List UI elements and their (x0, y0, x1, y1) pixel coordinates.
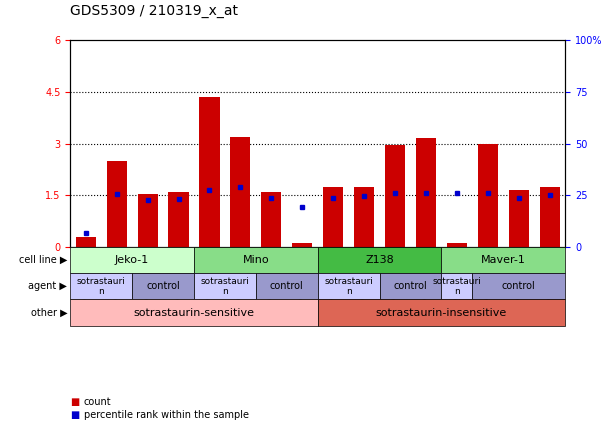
Text: control: control (270, 281, 304, 291)
Text: sotrastauri
n: sotrastauri n (324, 277, 373, 296)
Bar (354, 187, 374, 247)
Text: control: control (393, 281, 427, 291)
Bar (323, 187, 343, 247)
Text: sotrastaurin-insensitive: sotrastaurin-insensitive (376, 308, 507, 318)
Text: ■: ■ (70, 410, 79, 420)
Text: sotrastauri
n: sotrastauri n (433, 277, 481, 296)
Text: control: control (502, 281, 536, 291)
Bar (262, 192, 282, 247)
Text: Maver-1: Maver-1 (481, 255, 525, 265)
Bar (540, 187, 560, 247)
Bar (385, 146, 405, 247)
Bar (478, 144, 498, 247)
Bar (292, 242, 312, 247)
Bar (447, 243, 467, 247)
Text: agent ▶: agent ▶ (28, 281, 67, 291)
Text: Mino: Mino (243, 255, 269, 265)
Text: other ▶: other ▶ (31, 308, 67, 318)
Bar (106, 161, 126, 247)
Text: control: control (146, 281, 180, 291)
Bar (230, 137, 251, 247)
Bar (76, 237, 96, 247)
Text: Z138: Z138 (365, 255, 394, 265)
Text: percentile rank within the sample: percentile rank within the sample (84, 410, 249, 420)
Text: Jeko-1: Jeko-1 (115, 255, 149, 265)
Bar (199, 97, 219, 247)
Text: GDS5309 / 210319_x_at: GDS5309 / 210319_x_at (70, 4, 238, 18)
Text: sotrastauri
n: sotrastauri n (77, 277, 126, 296)
Text: count: count (84, 397, 111, 407)
Bar (416, 138, 436, 247)
Text: cell line ▶: cell line ▶ (19, 255, 67, 265)
Bar (137, 194, 158, 247)
Text: sotrastaurin-sensitive: sotrastaurin-sensitive (133, 308, 255, 318)
Bar (169, 192, 189, 247)
Bar (509, 190, 529, 247)
Text: sotrastauri
n: sotrastauri n (200, 277, 249, 296)
Text: ■: ■ (70, 397, 79, 407)
